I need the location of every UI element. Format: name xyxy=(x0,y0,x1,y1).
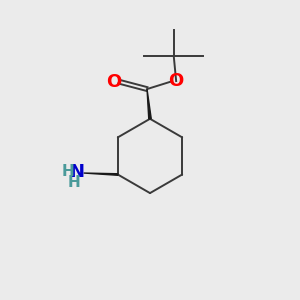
Polygon shape xyxy=(84,173,118,175)
Text: N: N xyxy=(70,163,85,181)
Text: O: O xyxy=(169,72,184,90)
Text: H: H xyxy=(67,175,80,190)
Text: O: O xyxy=(106,73,121,91)
Polygon shape xyxy=(147,89,151,119)
Text: H: H xyxy=(61,164,74,179)
